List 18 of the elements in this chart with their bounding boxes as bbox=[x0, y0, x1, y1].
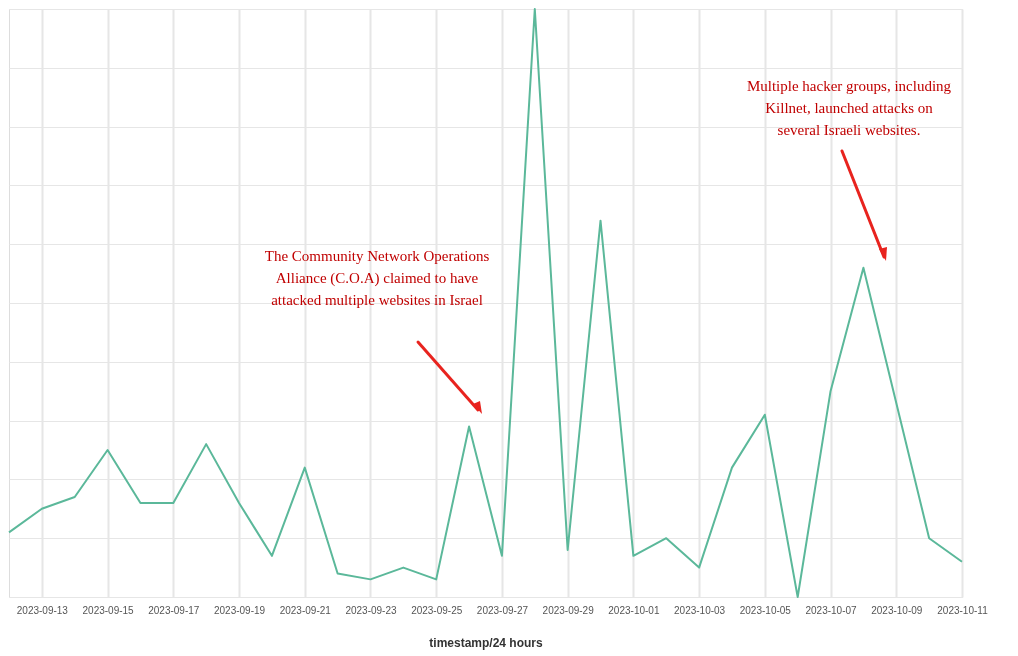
x-tick-label: 2023-09-21 bbox=[279, 604, 332, 616]
x-tick-label: 2023-10-05 bbox=[739, 604, 792, 616]
x-tick-label: 2023-09-19 bbox=[213, 604, 266, 616]
x-tick-label: 2023-09-23 bbox=[345, 604, 397, 616]
x-tick-label: 2023-09-29 bbox=[542, 604, 595, 616]
x-tick-label: 2023-10-09 bbox=[871, 604, 923, 616]
annotation: The Community Network Operations Alliance (C.O.A) claimed to have attacked multiple websites in Israel bbox=[264, 248, 490, 308]
x-tick-label: 2023-09-25 bbox=[411, 604, 463, 616]
x-tick-label: 2023-09-27 bbox=[476, 604, 529, 616]
x-tick-label: 2023-10-11 bbox=[937, 604, 989, 616]
x-tick-label: 2023-10-03 bbox=[674, 604, 726, 616]
x-tick-label: 2023-09-15 bbox=[82, 604, 135, 616]
x-axis-title: timestamp/24 hours bbox=[429, 635, 544, 650]
x-tick-label: 2023-09-13 bbox=[16, 604, 69, 616]
annotation: Multiple hacker groups, including Killnet, launched attacks on several Israeli websites. bbox=[746, 78, 952, 138]
x-tick-label: 2023-10-07 bbox=[805, 604, 858, 616]
x-tick-label: 2023-10-01 bbox=[608, 604, 660, 616]
x-tick-label: 2023-09-17 bbox=[148, 604, 200, 616]
